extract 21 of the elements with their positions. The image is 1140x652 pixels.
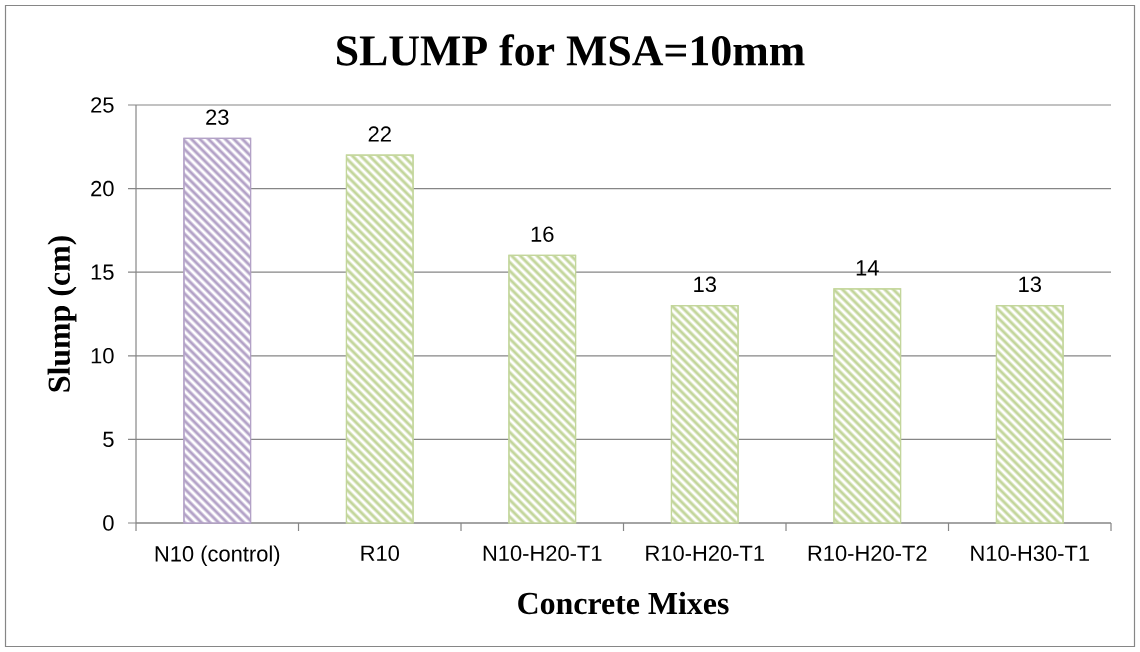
x-tick-label: N10-H30-T1 (971, 545, 1089, 562)
y-tick-label: 10 (91, 348, 114, 364)
data-label: 14 (856, 260, 879, 276)
x-tick-label: N10 (control) (155, 545, 280, 566)
x-tick-label: N10-H20-T1 (483, 545, 602, 562)
y-tick-label: 20 (91, 180, 114, 197)
data-label: 13 (694, 276, 716, 293)
data-label: 22 (368, 126, 391, 142)
chart-title: SLUMP for MSA=10mm (337, 34, 805, 66)
x-axis-title: Concrete Mixes (518, 591, 729, 615)
x-tick-label: R10 (361, 545, 399, 562)
y-tick-label: 0 (103, 515, 114, 531)
data-label: 23 (206, 109, 229, 125)
y-tick-label: 5 (103, 431, 114, 448)
x-tick-label: R10-H20-T2 (808, 545, 927, 562)
y-tick-label: 15 (91, 264, 114, 280)
x-tick-label: R10-H20-T1 (646, 545, 764, 562)
data-label: 13 (1019, 276, 1041, 293)
data-label: 16 (531, 226, 554, 242)
y-axis-title: Slump (cm) (47, 236, 77, 392)
y-tick-label: 25 (91, 97, 114, 113)
